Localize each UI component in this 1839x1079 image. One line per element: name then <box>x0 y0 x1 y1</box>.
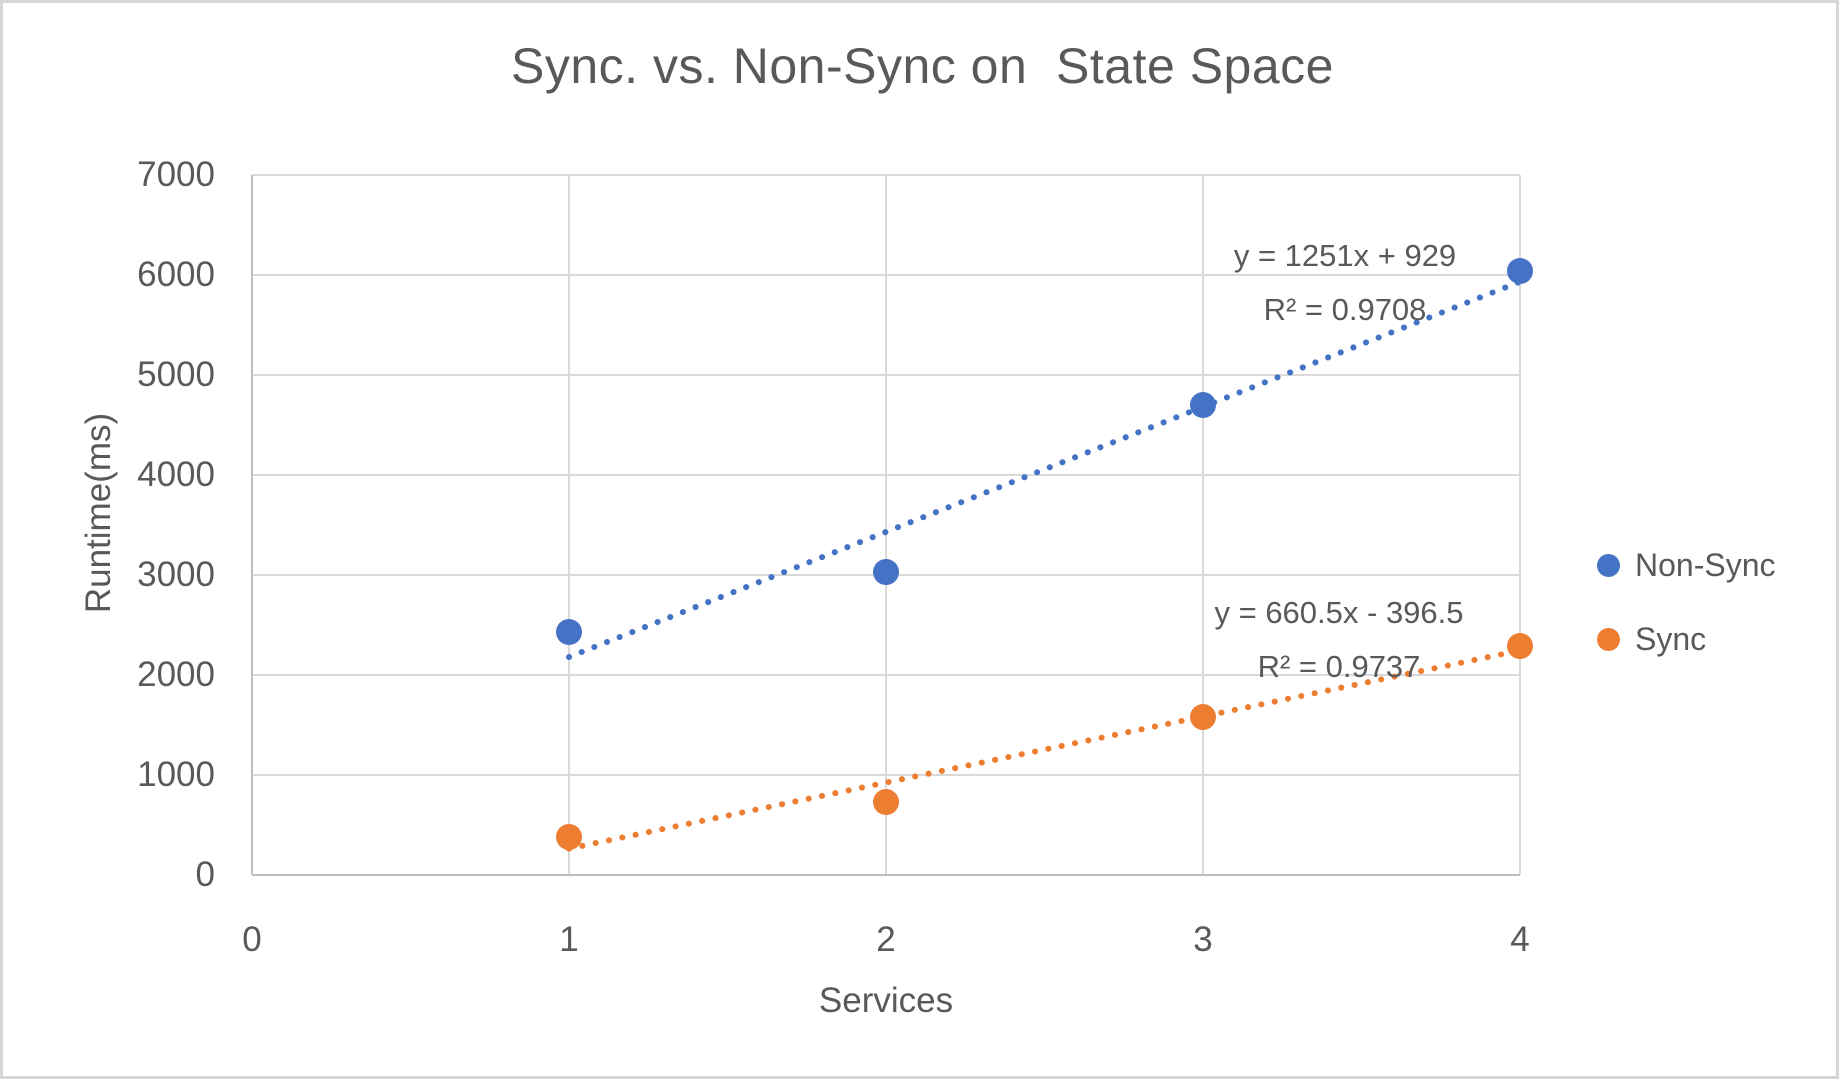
x-tick-label: 2 <box>876 920 896 959</box>
sync-trendline-equation: y = 660.5x - 396.5 <box>1214 595 1464 630</box>
legend-item-sync[interactable]: Sync <box>1597 620 1776 658</box>
y-tick-label: 5000 <box>137 355 215 394</box>
y-axis-title: Runtime(ms) <box>79 412 118 614</box>
plot-area[interactable] <box>251 174 1533 876</box>
sync-trendline-r2: R² = 0.9737 <box>1257 649 1421 684</box>
sync-trendline <box>566 647 1523 852</box>
y-tick-label: 1000 <box>137 755 215 794</box>
sync-legend-marker-icon <box>1597 627 1620 651</box>
non-sync-data-point[interactable] <box>1190 392 1216 418</box>
legend-item-non-sync[interactable]: Non-Sync <box>1597 546 1776 584</box>
non-sync-legend-marker-icon <box>1597 553 1620 577</box>
non-sync-data-point[interactable] <box>1507 258 1533 284</box>
sync-trendline-label: y = 660.5x - 396.5 R² = 0.9737 <box>1139 586 1539 694</box>
sync-data-point[interactable] <box>873 789 899 815</box>
legend-label-non-sync: Non-Sync <box>1635 546 1776 583</box>
y-tick-label: 2000 <box>137 655 215 694</box>
x-tick-label: 1 <box>559 920 579 959</box>
nonsync-trendline-equation: y = 1251x + 929 <box>1233 238 1457 273</box>
non-sync-data-point[interactable] <box>556 619 582 645</box>
x-tick-label: 3 <box>1193 920 1213 959</box>
y-tick-label: 6000 <box>137 255 215 294</box>
x-tick-label: 0 <box>242 920 262 959</box>
x-axis-title: Services <box>818 981 954 1020</box>
y-tick-label: 0 <box>195 855 215 894</box>
legend-label-sync: Sync <box>1635 620 1707 657</box>
nonsync-trendline-r2: R² = 0.9708 <box>1263 292 1427 327</box>
y-tick-label: 3000 <box>137 555 215 594</box>
sync-data-point[interactable] <box>1507 633 1533 659</box>
y-tick-label: 7000 <box>137 155 215 194</box>
sync-data-point[interactable] <box>1190 704 1216 730</box>
nonsync-trendline-label: y = 1251x + 929 R² = 0.9708 <box>1145 229 1545 337</box>
y-tick-label: 4000 <box>137 455 215 494</box>
legend: Non-Sync Sync <box>1597 546 1776 658</box>
chart-title: Sync. vs. Non-Sync on State Space <box>511 38 1334 94</box>
non-sync-data-point[interactable] <box>873 559 899 585</box>
x-tick-label: 4 <box>1510 920 1530 959</box>
sync-data-point[interactable] <box>556 824 582 850</box>
